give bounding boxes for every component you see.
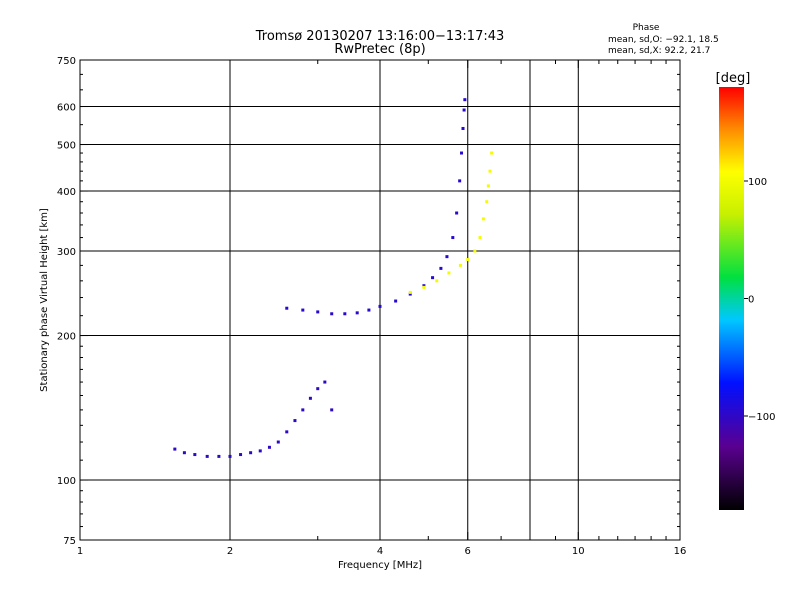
trace-point bbox=[485, 200, 489, 204]
x-tick-labels: 1 2 4 6 10 16 bbox=[77, 546, 687, 557]
trace-point bbox=[293, 419, 297, 423]
trace-point bbox=[205, 454, 209, 458]
trace-point bbox=[408, 292, 412, 296]
y-tick-label: 75 bbox=[63, 536, 76, 547]
trace-point bbox=[330, 312, 334, 316]
trace-point bbox=[461, 126, 465, 130]
trace-point bbox=[367, 308, 371, 312]
trace-point bbox=[462, 108, 466, 112]
y-tick-label: 500 bbox=[57, 141, 76, 152]
stats-heading: Phase bbox=[633, 23, 660, 33]
trace-point bbox=[316, 387, 320, 391]
colorbar-ticks: 100 0 −100 bbox=[744, 177, 775, 423]
trace-point bbox=[445, 255, 449, 259]
trace-point bbox=[466, 258, 470, 262]
trace-point bbox=[490, 151, 494, 155]
trace-point bbox=[451, 236, 455, 240]
y-tick-label: 400 bbox=[57, 187, 76, 198]
trace-point bbox=[422, 285, 426, 289]
x-tick-label: 4 bbox=[377, 546, 383, 557]
trace-point bbox=[435, 279, 439, 283]
trace-point bbox=[276, 440, 280, 444]
trace-point bbox=[182, 451, 186, 455]
y-tick-label: 100 bbox=[57, 476, 76, 487]
colorbar bbox=[719, 87, 744, 510]
trace-point bbox=[228, 454, 232, 458]
x-tick-label: 6 bbox=[465, 546, 471, 557]
chart-title: Tromsø 20130207 13:16:00−13:17:43 bbox=[255, 29, 505, 44]
trace-point bbox=[217, 454, 221, 458]
trace-point bbox=[458, 179, 462, 183]
trace-point bbox=[323, 380, 327, 384]
x-tick-label: 16 bbox=[674, 546, 687, 557]
grid-lines bbox=[80, 60, 680, 540]
trace-point bbox=[431, 276, 435, 280]
colorbar-tick-label: −100 bbox=[748, 412, 775, 423]
trace-point bbox=[301, 408, 305, 412]
data-points bbox=[173, 98, 494, 458]
x-tick-label: 1 bbox=[77, 546, 83, 557]
trace-point bbox=[267, 445, 271, 449]
trace-point bbox=[378, 304, 382, 308]
y-tick-label: 750 bbox=[57, 56, 76, 67]
trace-point bbox=[481, 217, 485, 221]
trace-point bbox=[439, 266, 443, 270]
trace-point bbox=[473, 249, 477, 253]
trace-point bbox=[422, 284, 426, 288]
trace-point bbox=[285, 306, 289, 310]
trace-point bbox=[308, 396, 312, 400]
trace-point bbox=[486, 184, 490, 188]
trace-point bbox=[355, 311, 359, 315]
trace-point bbox=[173, 447, 177, 451]
trace-point bbox=[478, 236, 482, 240]
trace-point bbox=[316, 310, 320, 314]
trace-point bbox=[488, 169, 492, 173]
trace-point bbox=[193, 453, 197, 457]
trace-point bbox=[249, 451, 253, 455]
chart-subtitle: RwPretec (8p) bbox=[334, 42, 425, 57]
trace-point bbox=[447, 271, 451, 275]
trace-point bbox=[258, 449, 262, 453]
x-axis-label: Frequency [MHz] bbox=[338, 560, 422, 571]
y-tick-label: 600 bbox=[57, 103, 76, 114]
trace-point bbox=[301, 308, 305, 312]
trace-point bbox=[239, 453, 243, 457]
colorbar-tick-label: 100 bbox=[748, 177, 767, 188]
trace-point bbox=[458, 263, 462, 267]
trace-point bbox=[463, 98, 467, 102]
y-axis-label: Stationary phase Virtual Height [km] bbox=[39, 208, 50, 392]
colorbar-tick-label: 0 bbox=[748, 295, 754, 306]
axes bbox=[79, 59, 681, 541]
stats-o-mode: mean, sd,O: −92.1, 18.5 bbox=[608, 35, 719, 45]
x-tick-label: 10 bbox=[572, 546, 585, 557]
y-tick-labels: 75 100 200 300 400 500 600 750 bbox=[57, 56, 76, 547]
y-tick-label: 300 bbox=[57, 247, 76, 258]
x-tick-label: 2 bbox=[227, 546, 233, 557]
trace-point bbox=[343, 312, 347, 316]
stats-x-mode: mean, sd,X: 92.2, 21.7 bbox=[608, 46, 710, 56]
trace-point bbox=[408, 290, 412, 294]
y-tick-label: 200 bbox=[57, 332, 76, 343]
trace-point bbox=[455, 211, 459, 215]
trace-point bbox=[330, 408, 334, 412]
trace-point bbox=[285, 430, 289, 434]
colorbar-label: [deg] bbox=[716, 71, 751, 86]
trace-point bbox=[394, 299, 398, 303]
trace-point bbox=[460, 151, 464, 155]
